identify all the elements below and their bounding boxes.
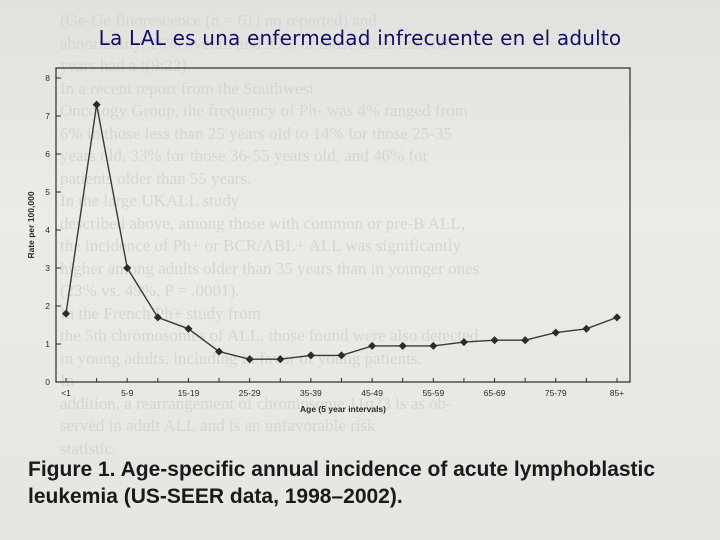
figure-caption-text: Age-specific annual incidence of acute l… [28,458,656,508]
y-tick-label: 5 [45,187,50,197]
data-point-marker [459,338,468,347]
x-tick-label: <1 [61,388,71,398]
figure-caption: Figure 1. Age-specific annual incidence … [28,456,668,510]
data-point-marker [245,355,254,364]
x-tick-label: 55-59 [422,388,444,398]
y-tick-label: 8 [45,73,50,83]
background-article-text: (Ge-Ge fluorescence (n = 61) no reported… [60,11,480,458]
data-point-marker [368,341,377,350]
data-point-marker [612,313,622,322]
y-tick-label: 4 [45,225,50,235]
y-tick-label: 1 [45,339,50,349]
data-point-marker [61,309,71,318]
data-point-marker [184,324,193,333]
chart-plot-group: 0 1 2 3 4 5 6 7 8 <1 5-9 15-19 25-29 35-39 45-49 55-59 6… [26,67,631,414]
y-tick-label: 0 [45,377,50,387]
y-tick-label: 2 [45,301,50,311]
x-tick-label: 75-79 [545,388,567,398]
y-tick-label: 7 [45,111,50,121]
data-point-marker [92,100,101,109]
x-tick-label: 35-39 [300,388,322,398]
y-axis-title: Rate per 100,000 [26,191,36,258]
plot-frame [55,67,631,383]
x-tick-label: 15-19 [178,388,200,398]
data-point-marker [551,328,560,337]
data-point-marker [429,341,438,350]
x-tick-label: 65-69 [484,388,506,398]
series-line [65,104,618,360]
data-point-marker [582,324,591,333]
x-tick-label: 5-9 [121,388,134,398]
x-axis-title: Age (5 year intervals) [300,404,386,414]
x-tick-label: 85+ [610,388,624,398]
y-tick-label: 3 [45,263,50,273]
data-point-marker [153,313,162,322]
data-point-marker [123,263,132,273]
data-point-marker [521,336,530,345]
data-point-marker [337,351,346,360]
y-tick-label: 6 [45,149,50,159]
data-point-marker [398,341,407,350]
slide-title: La LAL es una enfermedad infrecuente en … [98,26,622,50]
data-point-marker [490,336,499,345]
data-point-marker [276,355,285,364]
data-point-marker [215,347,224,356]
data-point-marker [306,351,315,360]
figure-caption-label: Figure 1. [28,458,116,481]
x-tick-label: 45-49 [361,388,383,398]
x-tick-label: 25-29 [239,388,261,398]
